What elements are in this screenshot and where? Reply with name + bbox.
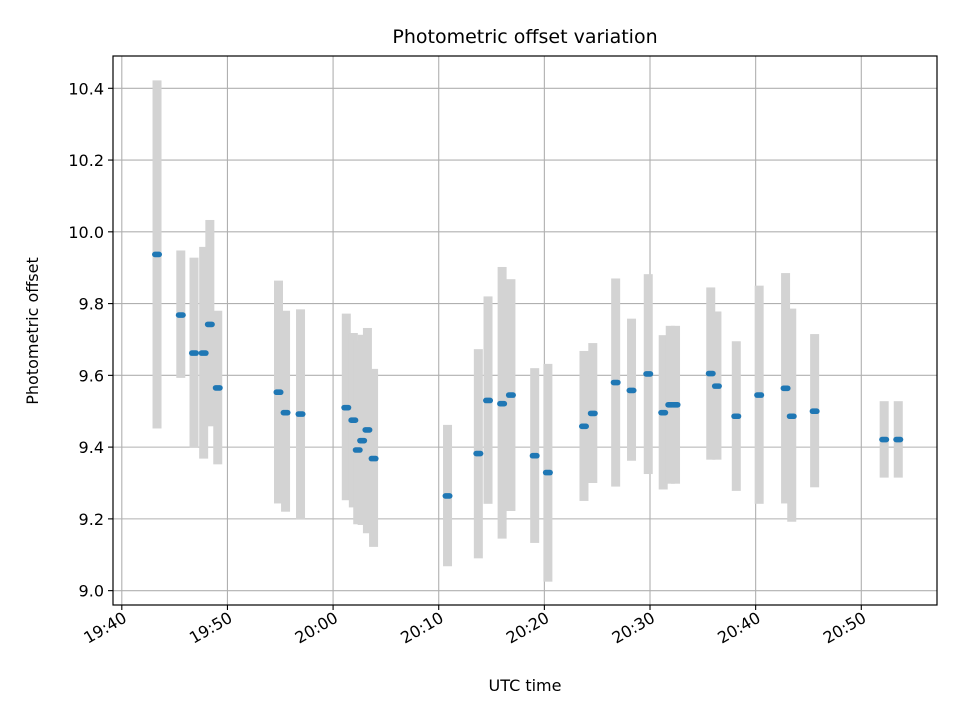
plot-area bbox=[113, 56, 937, 605]
grid bbox=[113, 56, 937, 605]
data-point bbox=[341, 404, 352, 411]
y-tick-label: 10.2 bbox=[68, 151, 104, 170]
data-point bbox=[705, 370, 716, 377]
data-point bbox=[754, 392, 765, 398]
data-point bbox=[357, 437, 368, 444]
data-point bbox=[587, 410, 598, 417]
data-markers bbox=[152, 251, 904, 499]
data-point bbox=[497, 400, 508, 407]
data-point bbox=[212, 385, 223, 391]
error-bar bbox=[357, 334, 367, 525]
data-point bbox=[809, 408, 820, 415]
data-point bbox=[198, 350, 209, 356]
data-point bbox=[204, 321, 215, 328]
y-tick-label: 10.4 bbox=[68, 79, 104, 98]
data-point bbox=[362, 427, 373, 433]
data-point bbox=[442, 493, 453, 499]
data-point bbox=[610, 379, 621, 386]
data-point bbox=[780, 385, 791, 392]
y-axis-ticks: 9.0 9.2 9.4 9.6 9.8 10.0 10.2 10.4 bbox=[68, 79, 113, 601]
x-axis-label: UTC time bbox=[489, 676, 562, 695]
y-tick-label: 9.2 bbox=[79, 510, 104, 529]
data-point bbox=[643, 371, 654, 377]
data-point bbox=[473, 450, 484, 457]
chart-title: Photometric offset variation bbox=[392, 26, 657, 48]
data-point bbox=[711, 383, 722, 389]
data-point bbox=[626, 387, 637, 394]
data-point bbox=[542, 469, 553, 476]
data-point bbox=[529, 452, 540, 459]
plot-frame bbox=[112, 55, 938, 606]
data-point bbox=[505, 392, 516, 398]
y-tick-label: 9.6 bbox=[79, 366, 104, 385]
data-point bbox=[348, 417, 359, 424]
data-point bbox=[188, 350, 199, 356]
data-point bbox=[152, 251, 163, 258]
data-point bbox=[352, 447, 363, 453]
data-point bbox=[658, 409, 669, 416]
data-point bbox=[893, 436, 904, 443]
data-point bbox=[578, 423, 589, 430]
y-tick-label: 9.0 bbox=[79, 582, 104, 601]
y-axis-label: Photometric offset bbox=[23, 257, 42, 405]
y-tick-label: 9.8 bbox=[79, 295, 104, 314]
data-point bbox=[295, 411, 306, 417]
y-tick-label: 9.4 bbox=[79, 438, 104, 457]
data-point bbox=[368, 455, 379, 462]
data-point bbox=[879, 436, 890, 443]
data-point bbox=[280, 409, 291, 416]
data-point bbox=[273, 389, 284, 396]
y-tick-label: 10.0 bbox=[68, 223, 104, 242]
data-point bbox=[670, 401, 681, 408]
data-point bbox=[731, 413, 742, 420]
data-point bbox=[175, 312, 186, 318]
data-point bbox=[786, 413, 797, 420]
data-point bbox=[483, 397, 494, 404]
